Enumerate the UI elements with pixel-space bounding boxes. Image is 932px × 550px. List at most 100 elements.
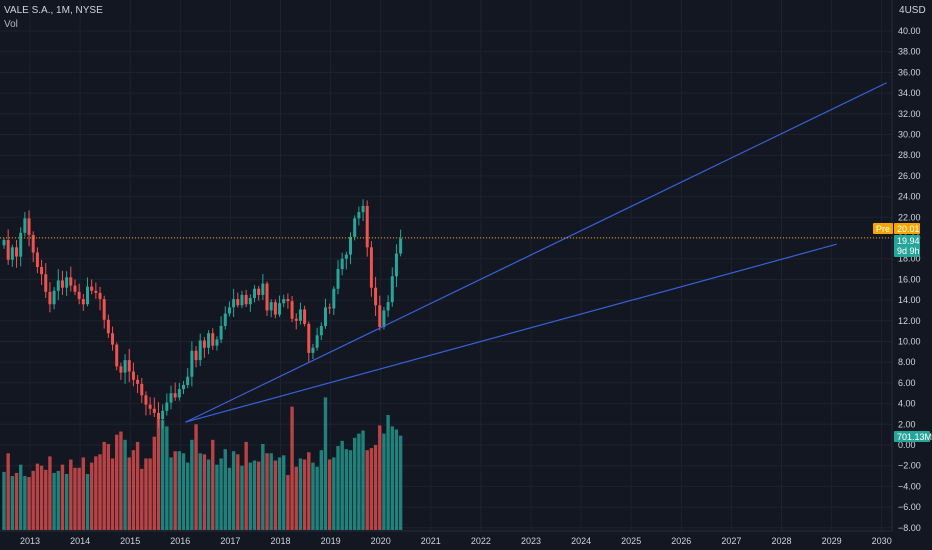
time-tick-label: 2021 <box>421 536 441 546</box>
volume-bar <box>14 472 19 530</box>
volume-bar <box>219 458 223 530</box>
currency-label[interactable]: 4USD <box>899 5 926 16</box>
candle-body <box>23 218 27 233</box>
candle-body <box>298 309 302 321</box>
volume-bar <box>186 462 190 530</box>
candle-body <box>273 302 277 315</box>
candle-body <box>340 258 344 270</box>
price-tick-label: 2.00 <box>898 419 916 429</box>
candle-body <box>328 307 332 309</box>
volume-bar <box>131 450 136 530</box>
volume-bar <box>357 433 361 530</box>
candle-body <box>10 247 14 260</box>
volume-bar <box>332 457 336 530</box>
candle-body <box>236 299 240 306</box>
countdown-text: 9d 9h <box>897 246 920 256</box>
candle-body <box>161 410 165 420</box>
volume-bar <box>81 457 86 530</box>
volume-bar <box>240 465 244 530</box>
last-price-badge <box>894 235 920 257</box>
volume-bar <box>102 441 106 530</box>
price-tick-label: −4.00 <box>898 481 921 491</box>
volume-bar <box>353 437 357 530</box>
candle-body <box>169 393 173 403</box>
volume-bar <box>398 435 403 530</box>
candle-body <box>215 339 219 346</box>
pre-value-badge <box>894 223 920 234</box>
volume-bar <box>181 453 186 530</box>
candle-body <box>152 408 156 413</box>
candle-body <box>69 277 73 286</box>
candle-body <box>382 310 386 328</box>
candle-body <box>365 205 369 248</box>
symbol-title[interactable]: VALE S.A., 1M, NYSE <box>4 5 103 16</box>
time-tick-label: 2024 <box>571 536 591 546</box>
volume-bar <box>269 453 273 530</box>
volume-bar <box>35 463 40 530</box>
candle-body <box>123 360 127 373</box>
candle-body <box>56 280 60 291</box>
price-tick-label: −8.00 <box>898 523 921 533</box>
candle-body <box>115 344 119 367</box>
candle-body <box>106 319 110 334</box>
volume-indicator-label[interactable]: Vol <box>4 19 18 30</box>
upper-trendline[interactable] <box>185 82 887 423</box>
candle-body <box>378 305 382 328</box>
time-tick-label: 2027 <box>721 536 741 546</box>
volume-bar <box>315 466 319 530</box>
candle-body <box>244 294 248 305</box>
volume-bar <box>294 466 298 530</box>
volume-bar <box>261 443 265 530</box>
trendlines[interactable] <box>185 82 887 423</box>
volume-bar <box>198 453 202 530</box>
candle-body <box>98 292 102 300</box>
candle-body <box>140 383 144 396</box>
volume-bar <box>177 451 182 530</box>
candle-body <box>190 350 194 377</box>
volume-bar <box>173 451 177 530</box>
volume-bar <box>94 456 98 530</box>
currency-code: USD <box>904 5 926 16</box>
time-axis[interactable]: 2013 2014 2015 2016 2017 2018 2019 2020 2021 2022… <box>20 536 892 546</box>
volume-bar <box>64 473 69 530</box>
candle-body <box>319 325 323 336</box>
volume-bar <box>52 472 56 530</box>
volume-bar <box>89 462 94 530</box>
candle-body <box>44 274 48 292</box>
candle-body <box>144 395 148 405</box>
candle-body <box>294 318 298 321</box>
time-tick-label: 2029 <box>822 536 842 546</box>
grid <box>0 0 892 531</box>
candle-body <box>198 340 202 361</box>
volume-bar <box>344 449 349 530</box>
volume-bar <box>340 440 344 530</box>
candle-body <box>6 240 10 260</box>
volume-bar <box>286 475 290 530</box>
volume-bar <box>6 453 10 530</box>
pre-value-text: 20.01 <box>897 224 920 234</box>
time-tick-label: 2016 <box>170 536 190 546</box>
candle-body <box>227 307 231 314</box>
volume-bars <box>2 397 403 530</box>
time-tick-label: 2017 <box>220 536 240 546</box>
volume-bar <box>148 458 152 530</box>
lower-trendline[interactable] <box>185 243 837 423</box>
price-axis[interactable]: 40.00 38.00 36.00 34.00 32.00 30.00 28.00 26.00… <box>898 26 921 533</box>
candle-body <box>127 360 131 372</box>
volume-bar <box>236 454 240 530</box>
time-tick-label: 2013 <box>20 536 40 546</box>
volume-bar <box>169 457 173 530</box>
candle-body <box>173 393 177 398</box>
volume-bar <box>290 406 294 530</box>
candle-body <box>15 247 19 257</box>
price-tick-label: 40.00 <box>898 26 921 36</box>
candle-body <box>219 325 223 340</box>
volume-bar <box>60 464 65 530</box>
price-tick-label: 24.00 <box>898 192 921 202</box>
volume-bar <box>252 460 257 530</box>
volume-bar <box>223 449 227 530</box>
candle-body <box>73 285 77 292</box>
volume-bar <box>123 439 127 530</box>
